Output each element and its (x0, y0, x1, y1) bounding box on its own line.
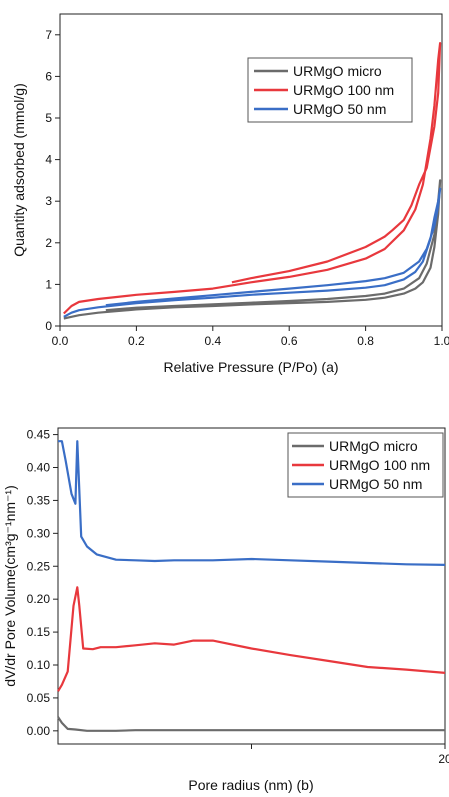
chart-b-series-line-0 (57, 716, 445, 732)
chart-a-y-tick-label: 1 (45, 277, 52, 291)
chart-a-y-tick-label: 5 (45, 111, 52, 125)
chart-a-series-line-2 (63, 187, 442, 318)
chart-a-series-line-1 (63, 41, 442, 315)
chart-b-y-tick-label: 0.25 (27, 559, 51, 573)
chart-b-series-lines (57, 440, 446, 732)
chart-b-y-tick-label: 0.30 (27, 526, 51, 540)
chart-a-x-tick-label: 0.6 (281, 334, 298, 348)
chart-b-y-tick-label: 0.00 (27, 724, 51, 738)
chart-b-x-ticks: 20 (251, 744, 449, 766)
chart-b-series-line-1 (57, 586, 446, 692)
chart-a-legend-label: URMgO 100 nm (293, 82, 394, 98)
chart-b: 0.00 0.05 0.10 0.15 0.20 0.25 0.30 0.35 0.40 0.45… (2, 427, 449, 793)
chart-a-series-line-0 (63, 179, 442, 320)
chart-b-y-ticks: 0.00 0.05 0.10 0.15 0.20 0.25 0.30 0.35 0.40 0.45 (27, 428, 58, 738)
chart-a-x-tick-label: 0.4 (204, 334, 221, 348)
chart-a-x-axis-title: Relative Pressure (P/Po) (a) (163, 359, 338, 375)
chart-b-y-tick-label: 0.10 (27, 658, 51, 672)
chart-a-plot-frame (59, 13, 443, 327)
chart-a-y-tick-label: 7 (45, 28, 52, 42)
chart-b-y-tick-label: 0.35 (27, 493, 51, 507)
chart-a-x-tick-label: 0.8 (357, 334, 374, 348)
chart-a-y-tick-label: 6 (45, 69, 52, 83)
chart-b-y-tick-label: 0.45 (27, 428, 51, 442)
chart-b-legend-label: URMgO 100 nm (329, 457, 430, 473)
chart-a-legend-label: URMgO 50 nm (293, 101, 386, 117)
chart-a-y-tick-label: 4 (45, 153, 52, 167)
chart-b-legend-label: URMgO 50 nm (329, 476, 422, 492)
chart-a-y-tick-label: 3 (45, 194, 52, 208)
chart-b-x-axis-title: Pore radius (nm) (b) (188, 777, 313, 793)
chart-b-x-tick-label: 20 (438, 752, 449, 766)
chart-a-x-ticks: 0.0 0.2 0.4 0.6 0.8 1.0 (52, 326, 449, 348)
chart-a-x-tick-label: 0.0 (52, 334, 69, 348)
chart-b-y-tick-label: 0.40 (27, 461, 51, 475)
chart-a-legend-label: URMgO micro (293, 63, 382, 79)
chart-a-y-axis-title: Quantity adsorbed (mmol/g) (11, 83, 27, 257)
chart-a-series-lines (63, 41, 442, 320)
chart-a-y-tick-label: 0 (45, 319, 52, 333)
chart-b-y-tick-label: 0.15 (27, 625, 51, 639)
chart-a-y-ticks: 0 1 2 3 4 5 6 7 (45, 28, 60, 333)
chart-a-x-tick-label: 0.2 (128, 334, 145, 348)
chart-b-legend: URMgO micro URMgO 100 nm URMgO 50 nm (287, 432, 444, 498)
chart-a-y-tick-label: 2 (45, 236, 52, 250)
chart-a-legend: URMgO micro URMgO 100 nm URMgO 50 nm (247, 57, 413, 123)
chart-b-y-axis-title: dV/dr Pore Volume(cm³g⁻¹nm⁻¹) (2, 485, 18, 687)
chart-b-y-tick-label: 0.20 (27, 592, 51, 606)
chart-b-series-line-2 (58, 440, 446, 566)
chart-a-x-tick-label: 1.0 (434, 334, 449, 348)
chart-b-y-tick-label: 0.05 (27, 691, 51, 705)
chart-b-legend-label: URMgO micro (329, 438, 418, 454)
